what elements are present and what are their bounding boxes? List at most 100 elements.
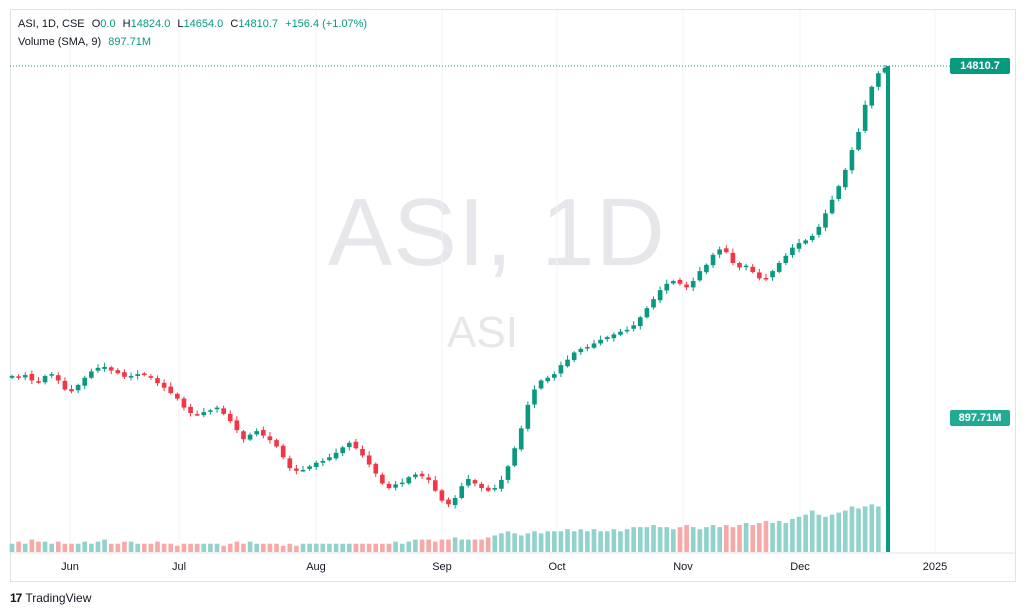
- latest-volume-bar: [886, 66, 890, 552]
- candle-body: [327, 457, 332, 461]
- volume-bar: [869, 504, 875, 552]
- volume-bar: [479, 539, 484, 552]
- x-tick-label: Jun: [61, 561, 79, 573]
- volume-bar: [221, 545, 226, 552]
- candle-body: [809, 235, 815, 241]
- candle-body: [55, 375, 61, 381]
- volume-bar: [876, 506, 881, 552]
- volume-bar: [723, 525, 729, 552]
- volume-bar: [366, 543, 372, 552]
- volume-bar: [618, 531, 623, 552]
- volume-bar: [684, 525, 689, 552]
- volume-bar: [439, 539, 445, 552]
- candle-body: [829, 199, 835, 214]
- candle-body: [122, 372, 127, 377]
- volume-bar: [796, 516, 802, 552]
- legend-open: O0.0: [91, 18, 116, 30]
- volume-bar: [82, 541, 88, 552]
- candle-body: [518, 428, 524, 450]
- volume-bar: [776, 520, 782, 552]
- candle-body: [763, 278, 769, 280]
- candle-body: [340, 447, 345, 454]
- tradingview-logo[interactable]: 17 TradingView: [10, 591, 91, 605]
- candle-body: [161, 382, 167, 388]
- volume-bar: [538, 533, 544, 552]
- volume-bar: [750, 525, 756, 552]
- volume-bar: [148, 543, 154, 552]
- volume-bar: [466, 539, 471, 552]
- candle-body: [552, 374, 557, 378]
- candle-body: [426, 477, 431, 480]
- candle-body: [36, 381, 41, 383]
- volume-bar: [241, 543, 246, 552]
- candle-body: [538, 380, 544, 389]
- candle-body: [95, 367, 101, 371]
- legend-ohlc: ASI, 1D, CSE O0.0 H14824.0 L14654.0 C148…: [18, 18, 371, 30]
- volume-bar: [327, 543, 332, 552]
- volume-bar: [816, 514, 822, 552]
- candle-body: [876, 73, 881, 87]
- volume-bar: [280, 545, 286, 552]
- volume-bar: [552, 531, 557, 552]
- candle-body: [227, 413, 233, 422]
- volume-bar: [406, 541, 412, 552]
- candle-body: [836, 186, 842, 200]
- volume-bar: [485, 537, 491, 552]
- x-tick-label: Aug: [306, 561, 326, 573]
- candle-body: [386, 483, 392, 489]
- volume-bar: [360, 543, 365, 552]
- volume-bar: [168, 543, 174, 552]
- volume-bar: [181, 543, 187, 552]
- volume-bar: [499, 533, 504, 552]
- volume-bar: [55, 541, 61, 552]
- candle-body: [29, 373, 35, 381]
- volume-bar: [135, 543, 140, 552]
- volume-bar: [505, 531, 511, 552]
- candle-body: [843, 169, 848, 188]
- volume-bar: [267, 543, 273, 552]
- volume-bar: [274, 543, 279, 552]
- volume-bar: [247, 541, 253, 552]
- candle-body: [247, 434, 253, 440]
- candle-body: [148, 376, 154, 378]
- volume-bar: [492, 535, 498, 552]
- volume-bar: [261, 543, 266, 552]
- volume-bar: [849, 506, 855, 552]
- x-tick-label: Sep: [432, 561, 452, 573]
- legend-volume: Volume (SMA, 9) 897.71M: [18, 36, 155, 48]
- candle-body: [525, 404, 531, 429]
- candle-body: [380, 474, 385, 484]
- volume-bar: [254, 543, 260, 552]
- volume-bar: [783, 523, 789, 552]
- candle-body: [208, 410, 213, 412]
- chart-frame: [10, 9, 1016, 582]
- volume-bar: [227, 543, 233, 552]
- candle-body: [280, 445, 286, 458]
- candle-body: [816, 226, 822, 235]
- volume-bar: [571, 531, 577, 552]
- volume-bar: [320, 543, 326, 552]
- volume-bar: [823, 516, 828, 552]
- candle-body: [188, 406, 193, 414]
- volume-bar: [313, 543, 319, 552]
- candle-body: [558, 365, 564, 374]
- candle-body: [790, 247, 795, 256]
- candle-body: [492, 488, 498, 490]
- volume-bar: [75, 543, 81, 552]
- candle-body: [717, 249, 722, 255]
- volume-bar: [22, 543, 28, 552]
- volume-bar: [386, 543, 392, 552]
- candle-body: [82, 377, 88, 386]
- legend-volume-label: Volume (SMA, 9): [18, 36, 102, 48]
- volume-bar: [671, 529, 676, 552]
- candle-body: [452, 497, 458, 506]
- candle-body: [637, 317, 643, 327]
- volume-bar: [631, 527, 636, 552]
- volume-bar: [287, 543, 293, 552]
- x-tick-label: Oct: [548, 561, 566, 573]
- candle-body: [571, 352, 577, 361]
- volume-bar: [525, 533, 531, 552]
- volume-bar: [763, 520, 769, 552]
- volume-bar: [585, 531, 590, 552]
